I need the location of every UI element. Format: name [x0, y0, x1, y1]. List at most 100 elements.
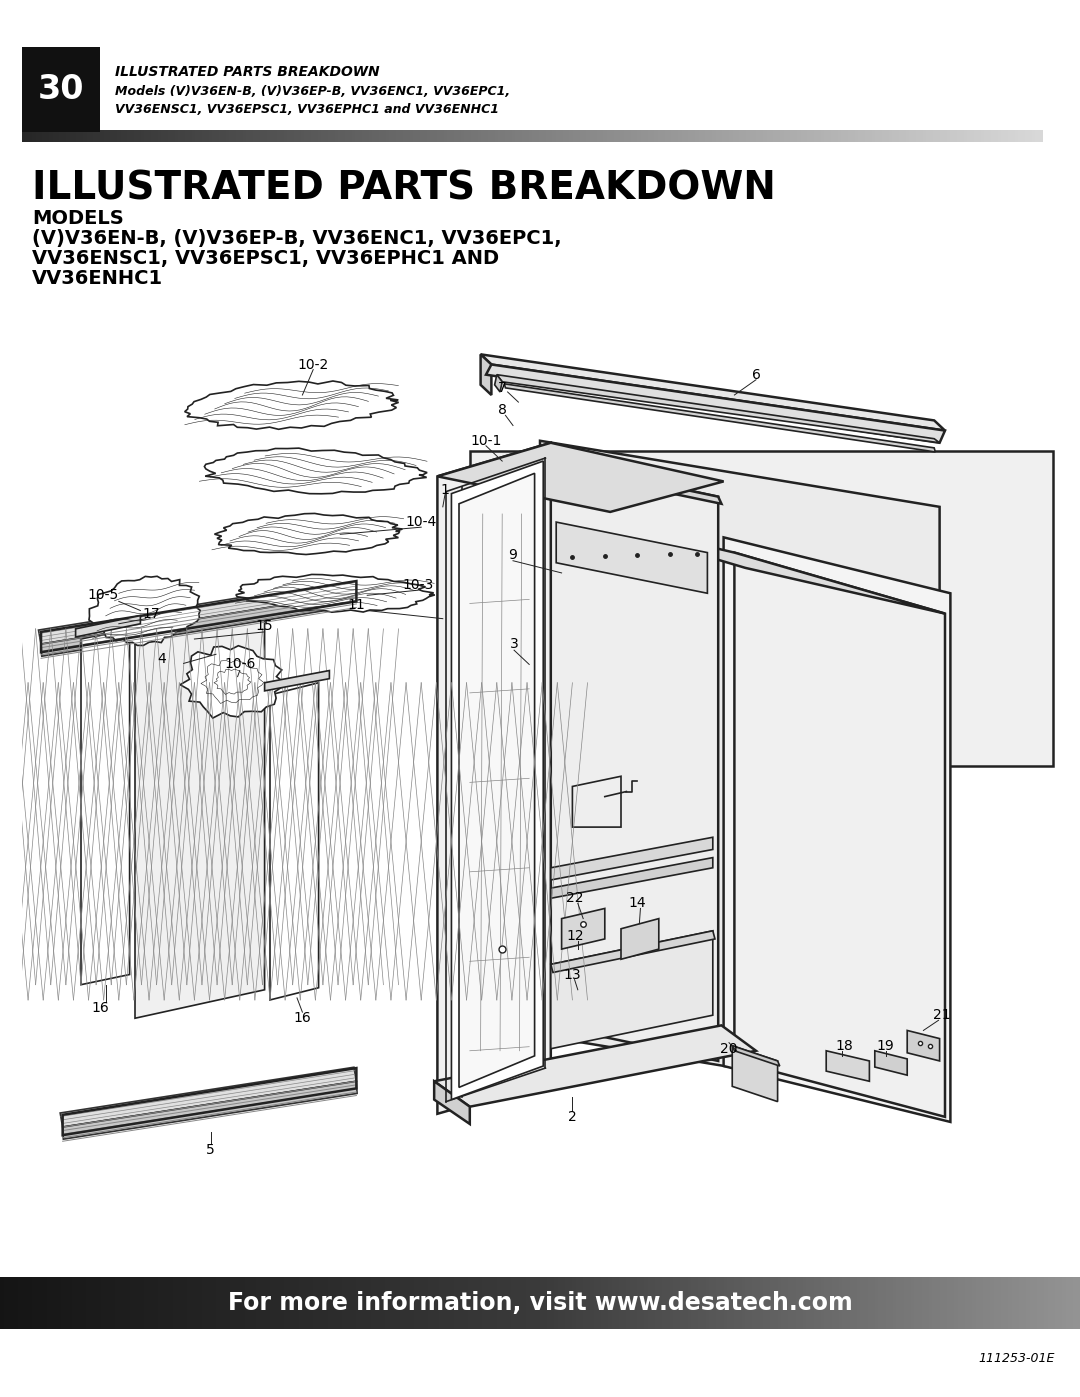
Bar	[69, 130, 75, 142]
Bar	[260, 130, 265, 142]
Bar	[580, 130, 584, 142]
Bar	[184, 1277, 189, 1329]
Bar	[950, 130, 955, 142]
Bar	[25, 1277, 31, 1329]
Bar	[349, 130, 353, 142]
Bar	[971, 130, 975, 142]
Bar	[400, 1277, 405, 1329]
Bar	[133, 1277, 139, 1329]
Bar	[810, 1277, 815, 1329]
Bar	[444, 130, 448, 142]
Bar	[172, 130, 176, 142]
Bar	[1026, 1277, 1031, 1329]
Bar	[872, 1277, 877, 1329]
Bar	[785, 1277, 791, 1329]
Bar	[478, 1277, 485, 1329]
Bar	[436, 130, 442, 142]
Bar	[947, 1277, 953, 1329]
Bar	[824, 1277, 831, 1329]
Bar	[328, 130, 333, 142]
Bar	[141, 130, 146, 142]
Bar	[36, 130, 40, 142]
Bar	[450, 1277, 456, 1329]
Bar	[602, 1277, 607, 1329]
Bar	[1044, 1277, 1050, 1329]
Bar	[29, 1277, 35, 1329]
Bar	[522, 1277, 528, 1329]
Bar	[370, 1277, 377, 1329]
Bar	[1077, 1277, 1080, 1329]
Bar	[342, 1277, 348, 1329]
Bar	[565, 1277, 571, 1329]
Bar	[308, 130, 312, 142]
Bar	[1036, 130, 1040, 142]
Bar	[723, 130, 727, 142]
Bar	[972, 1277, 977, 1329]
Bar	[681, 130, 686, 142]
Bar	[454, 130, 458, 142]
Bar	[234, 1277, 240, 1329]
Bar	[410, 1277, 416, 1329]
Bar	[764, 130, 768, 142]
Bar	[958, 1277, 963, 1329]
Polygon shape	[451, 461, 543, 1099]
Bar	[105, 1277, 110, 1329]
Text: 5: 5	[206, 1143, 215, 1157]
Bar	[229, 130, 233, 142]
Bar	[886, 1277, 891, 1329]
Bar	[488, 130, 492, 142]
Bar	[332, 1277, 337, 1329]
Bar	[243, 130, 247, 142]
Bar	[287, 130, 292, 142]
Polygon shape	[437, 443, 724, 511]
Polygon shape	[185, 381, 399, 429]
Bar	[774, 1277, 780, 1329]
Bar	[432, 1277, 437, 1329]
Bar	[424, 1277, 431, 1329]
Polygon shape	[235, 574, 435, 612]
Bar	[896, 1277, 902, 1329]
Bar	[512, 130, 516, 142]
Bar	[306, 1277, 312, 1329]
Bar	[954, 1277, 960, 1329]
Bar	[577, 130, 581, 142]
Bar	[792, 1277, 798, 1329]
Bar	[227, 1277, 232, 1329]
Bar	[654, 130, 659, 142]
Bar	[906, 130, 910, 142]
Bar	[161, 130, 166, 142]
Bar	[617, 130, 621, 142]
Bar	[73, 130, 78, 142]
Bar	[302, 1277, 308, 1329]
Bar	[856, 1277, 863, 1329]
Bar	[1066, 1277, 1071, 1329]
Bar	[90, 130, 94, 142]
Bar	[335, 130, 339, 142]
Bar	[495, 130, 499, 142]
Text: For more information, visit www.desatech.com: For more information, visit www.desatech…	[228, 1291, 852, 1315]
Bar	[828, 1277, 834, 1329]
Bar	[42, 130, 46, 142]
Bar	[684, 1277, 690, 1329]
Bar	[1037, 1277, 1042, 1329]
Bar	[0, 1277, 5, 1329]
Bar	[1012, 1277, 1017, 1329]
Bar	[607, 130, 611, 142]
Bar	[720, 1277, 726, 1329]
Bar	[423, 130, 428, 142]
Bar	[759, 1277, 766, 1329]
Bar	[539, 130, 543, 142]
Bar	[551, 1277, 556, 1329]
Bar	[259, 1277, 265, 1329]
Bar	[923, 130, 928, 142]
Bar	[338, 1277, 345, 1329]
Bar	[151, 1277, 157, 1329]
Bar	[97, 1277, 103, 1329]
Bar	[915, 1277, 920, 1329]
Bar	[1025, 130, 1029, 142]
Bar	[612, 1277, 618, 1329]
Bar	[241, 1277, 247, 1329]
Bar	[868, 130, 873, 142]
Bar	[760, 130, 765, 142]
Bar	[321, 1277, 326, 1329]
